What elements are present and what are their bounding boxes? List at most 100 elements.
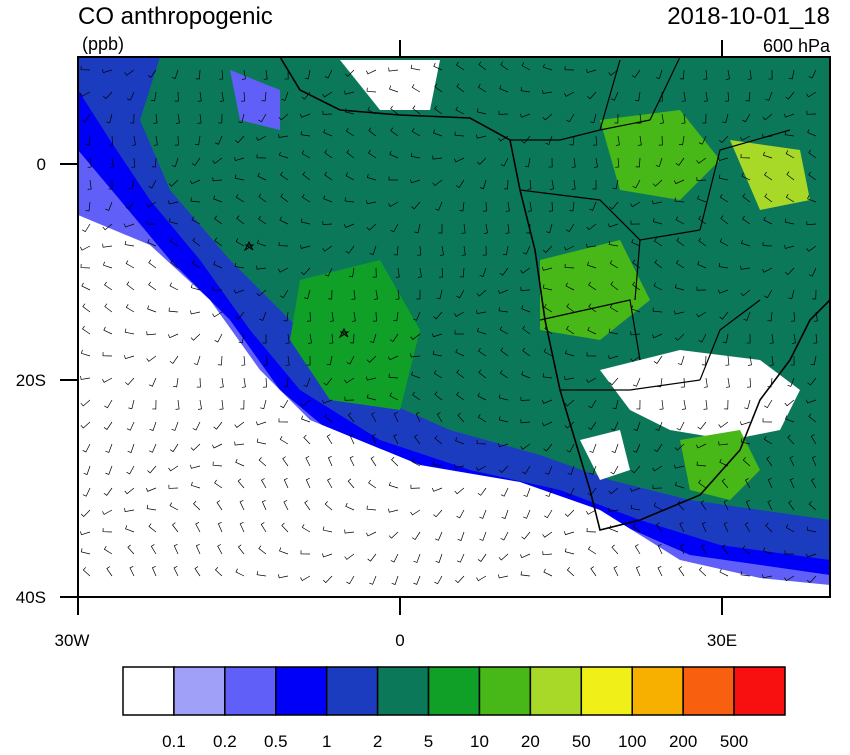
wind-barb [301,415,311,423]
wind-barb [786,171,795,181]
colorbar-box [173,666,226,716]
wind-barb [767,477,773,489]
wind-barb [545,465,553,475]
wind-barb [721,478,729,489]
wind-barb [652,484,663,489]
wind-barb [765,522,773,533]
wind-barb [785,91,795,100]
wind-barb [282,456,289,467]
wind-barb [345,245,355,254]
wind-barb [344,108,355,115]
wind-barb [747,355,752,366]
wind-barb [566,113,575,123]
wind-barb [195,69,201,80]
wind-barb [477,83,487,93]
wind-barb [635,157,641,168]
wind-barb [280,289,289,299]
wind-barb [740,265,751,270]
wind-barb [368,479,377,489]
wind-barb [257,172,267,181]
wind-barb [128,179,135,190]
wind-barb [146,355,157,362]
wind-barb [195,135,201,146]
wind-barb [366,223,377,231]
wind-barb [571,179,576,190]
wind-barb [261,499,267,511]
wind-barb [192,421,201,431]
wind-barb [323,377,333,386]
wind-barb [548,201,553,212]
wind-barb [256,154,267,159]
units: (ppb) [82,34,124,54]
wind-barb [125,201,135,210]
wind-barb [102,377,113,383]
wind-barb [586,352,597,357]
wind-barb [235,135,245,144]
wind-barb [587,91,597,100]
wind-barb [762,267,773,273]
wind-barb [789,477,795,489]
wind-barb [681,113,686,124]
wind-barb [391,575,399,585]
wind-barb [610,421,619,431]
wind-barb [80,349,91,357]
wind-barb [610,465,619,475]
wind-barb [696,157,707,164]
wind-barb [278,418,289,423]
wind-barb [454,157,465,163]
wind-barb [566,303,575,313]
wind-barb [810,434,817,445]
wind-barb [213,260,223,269]
wind-barb [125,260,135,269]
wind-barb [255,421,267,426]
wind-barb [322,91,333,98]
wind-barb [324,149,333,159]
wind-barb [813,311,818,322]
wind-barb [278,241,289,247]
wind-barb [785,415,795,423]
wind-barb [412,105,421,115]
wind-barb [813,333,818,344]
wind-barb [593,135,598,146]
wind-barb [703,69,708,80]
wind-barb [718,156,729,161]
wind-barb [146,201,157,208]
wind-barb [674,197,685,203]
wind-barb [413,311,421,321]
wind-barb [127,544,135,555]
wind-barb [371,433,377,445]
wind-barb [548,157,553,168]
wind-barb [455,437,465,445]
wind-barb [212,311,223,318]
map-field [78,57,830,597]
wind-barb [610,281,619,291]
wind-barb [411,371,421,379]
wind-barb [543,568,553,577]
wind-barb [82,325,91,335]
wind-barb [479,509,487,519]
wind-barb [389,150,399,159]
wind-barb [681,91,686,102]
wind-barb [237,544,245,555]
wind-barb [808,171,817,181]
wind-barb [586,243,597,248]
wind-barb [301,150,311,159]
wind-barb [564,399,575,407]
wind-barb [655,157,663,168]
wind-barb [675,157,685,166]
wind-barb [542,531,553,538]
wind-barb [349,434,355,445]
wind-barb [285,355,290,366]
wind-barb [653,282,663,291]
wind-barb [498,307,509,313]
wind-barb [608,507,619,512]
wind-barb [476,440,487,445]
wind-barb [124,69,135,76]
wind-barb [564,531,575,536]
wind-barb [395,289,400,300]
wind-barb [258,193,267,203]
wind-barb [589,465,597,475]
wind-barb [329,333,334,344]
wind-barb [505,201,510,212]
wind-barb [366,531,377,537]
